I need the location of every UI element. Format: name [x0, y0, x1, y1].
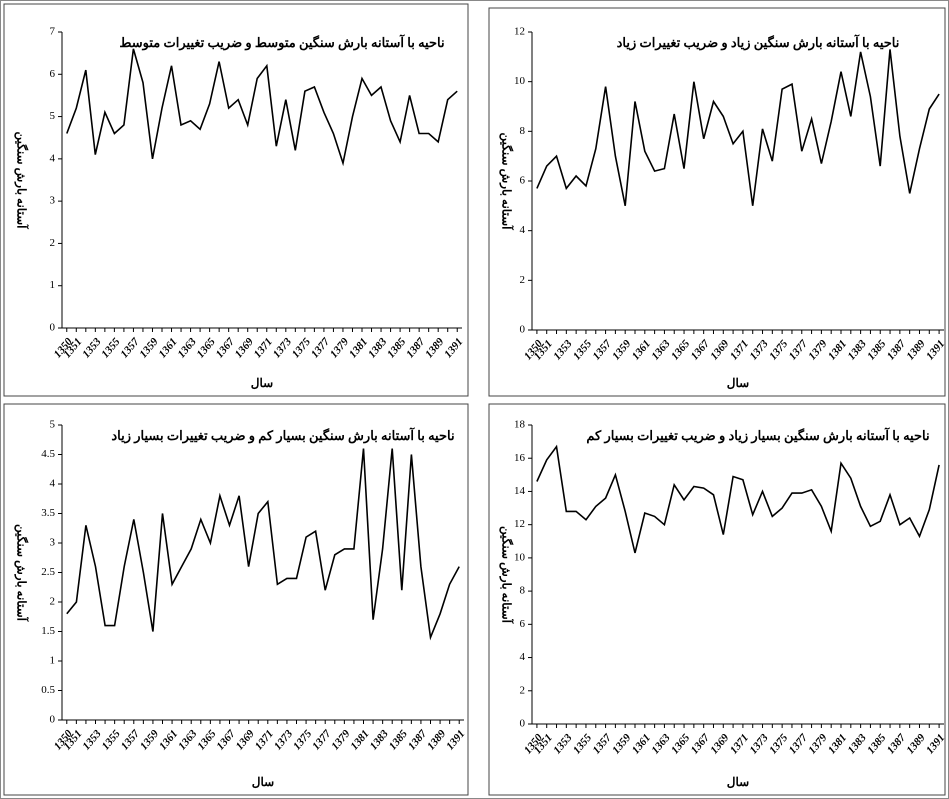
y-tick-label: 2	[50, 596, 56, 608]
chart-title: ناحیه با آستانه بارش سنگین بسیار کم و ضر…	[111, 427, 454, 444]
x-axis-label: سال	[251, 376, 273, 390]
y-tick-label: 5	[50, 110, 56, 122]
y-tick-label: 12	[514, 26, 525, 38]
y-tick-label: 0	[50, 714, 56, 726]
y-tick-label: 0.5	[41, 684, 55, 696]
y-tick-label: 4	[50, 478, 56, 490]
y-tick-label: 3.5	[41, 507, 55, 519]
y-tick-label: 1.5	[41, 625, 55, 637]
y-tick-label: 6	[520, 618, 526, 630]
y-tick-label: 4	[520, 651, 526, 663]
y-tick-label: 12	[514, 518, 525, 530]
data-line	[536, 49, 940, 206]
data-line	[536, 444, 940, 554]
y-tick-label: 1	[50, 279, 56, 291]
y-tick-label: 0	[520, 718, 526, 730]
y-tick-label: 2	[520, 274, 526, 286]
y-tick-label: 0	[520, 324, 526, 336]
y-tick-label: 4	[520, 224, 526, 236]
y-tick-label: 2.5	[41, 566, 55, 578]
y-tick-label: 7	[50, 26, 56, 38]
y-axis-label: آستانه بارش سنگین	[498, 526, 515, 625]
y-tick-label: 18	[514, 419, 526, 431]
y-tick-label: 6	[50, 68, 56, 80]
y-axis-label: آستانه بارش سنگین	[13, 132, 30, 231]
y-tick-label: 5	[50, 419, 56, 431]
panel-border	[488, 7, 946, 397]
data-line	[66, 448, 460, 641]
data-line	[66, 48, 458, 167]
y-tick-label: 2	[520, 684, 526, 696]
x-axis-label: سال	[727, 775, 749, 789]
panel-border	[488, 403, 946, 796]
chart-title: ناحیه با آستانه بارش سنگین متوسط و ضریب …	[119, 34, 444, 51]
y-tick-label: 16	[514, 452, 526, 464]
y-tick-label: 1	[50, 655, 56, 667]
y-tick-label: 10	[514, 551, 526, 563]
chart-title: ناحیه با آستانه بارش سنگین بسیار زیاد و …	[586, 427, 929, 444]
y-tick-label: 3	[50, 195, 56, 207]
y-tick-label: 8	[520, 125, 526, 137]
y-tick-label: 14	[514, 485, 526, 497]
y-axis-label: آستانه بارش سنگین	[498, 133, 515, 232]
y-tick-label: 4.5	[41, 448, 55, 460]
x-axis-label: سال	[727, 376, 749, 390]
y-axis-label: آستانه بارش سنگین	[13, 524, 30, 623]
chart-title: ناحیه با آستانه بارش سنگین زیاد و ضریب ت…	[617, 34, 900, 51]
x-axis-label: سال	[252, 775, 274, 789]
y-tick-label: 2	[50, 237, 56, 249]
y-tick-label: 4	[50, 152, 56, 164]
y-tick-label: 0	[50, 322, 56, 334]
y-tick-label: 6	[520, 175, 526, 187]
y-tick-label: 8	[520, 585, 526, 597]
y-tick-label: 3	[50, 537, 56, 549]
y-tick-label: 10	[514, 75, 526, 87]
